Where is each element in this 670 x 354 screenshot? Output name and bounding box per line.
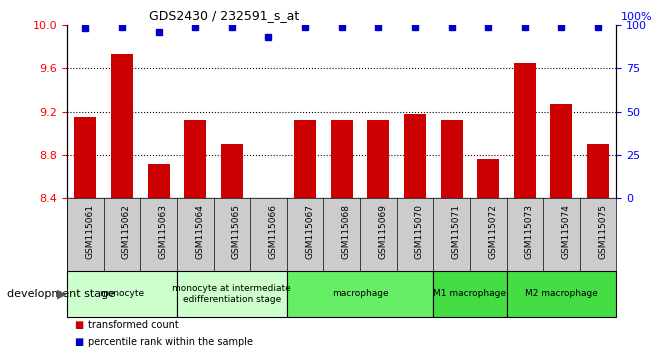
Bar [74, 117, 96, 198]
Text: M1 macrophage: M1 macrophage [433, 289, 507, 298]
Text: GSM115066: GSM115066 [269, 204, 277, 259]
Bar [287, 271, 433, 317]
Bar [477, 159, 499, 198]
Bar [331, 120, 352, 198]
Text: transformed count: transformed count [88, 320, 179, 330]
Text: development stage: development stage [7, 289, 115, 299]
Text: GSM115061: GSM115061 [85, 204, 94, 259]
Text: GSM115074: GSM115074 [561, 204, 570, 259]
Bar [67, 271, 177, 317]
Text: percentile rank within the sample: percentile rank within the sample [88, 337, 253, 348]
Text: GSM115071: GSM115071 [452, 204, 460, 259]
Bar [507, 271, 616, 317]
Text: GSM115062: GSM115062 [122, 204, 131, 259]
Text: macrophage: macrophage [332, 289, 389, 298]
Text: GSM115065: GSM115065 [232, 204, 241, 259]
Text: ■: ■ [74, 320, 83, 330]
Text: monocyte: monocyte [99, 289, 145, 298]
Text: monocyte at intermediate
edifferentiation stage: monocyte at intermediate edifferentiatio… [172, 284, 291, 303]
Bar [587, 144, 609, 198]
Text: M2 macrophage: M2 macrophage [525, 289, 598, 298]
Text: ■: ■ [74, 337, 83, 348]
Text: GSM115068: GSM115068 [342, 204, 350, 259]
Text: 100%: 100% [620, 12, 652, 22]
Text: GSM115063: GSM115063 [159, 204, 168, 259]
Bar [294, 120, 316, 198]
Bar [404, 114, 426, 198]
Bar [441, 120, 462, 198]
Bar [111, 54, 133, 198]
Bar [221, 144, 243, 198]
Bar [367, 120, 389, 198]
Text: GDS2430 / 232591_s_at: GDS2430 / 232591_s_at [149, 9, 299, 22]
Bar [177, 271, 287, 317]
Bar [514, 63, 536, 198]
Text: GSM115070: GSM115070 [415, 204, 424, 259]
Bar [147, 164, 170, 198]
Text: GSM115067: GSM115067 [305, 204, 314, 259]
Text: GSM115064: GSM115064 [195, 204, 204, 259]
Text: GSM115069: GSM115069 [379, 204, 387, 259]
Bar [433, 271, 507, 317]
Text: GSM115075: GSM115075 [598, 204, 607, 259]
Bar [184, 120, 206, 198]
Bar [551, 104, 572, 198]
Text: GSM115073: GSM115073 [525, 204, 534, 259]
Text: ▶: ▶ [57, 287, 66, 300]
Text: GSM115072: GSM115072 [488, 204, 497, 259]
